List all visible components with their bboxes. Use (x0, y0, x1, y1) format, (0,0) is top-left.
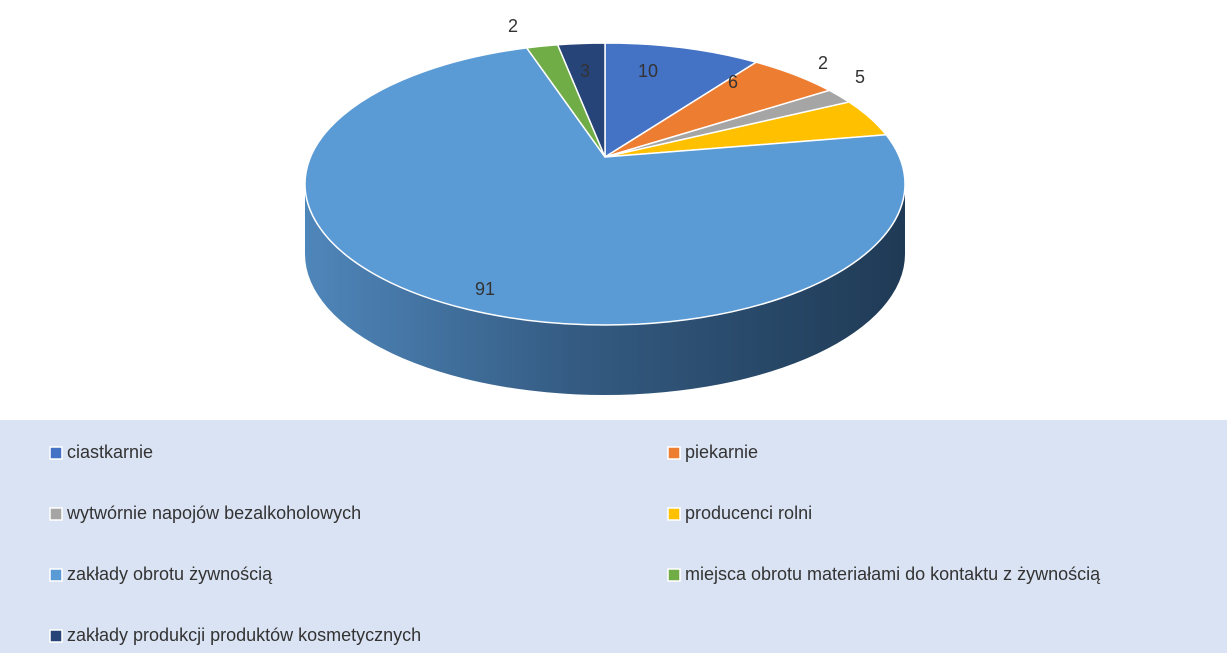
legend-label: zakłady obrotu żywnością (67, 564, 273, 584)
legend-swatch (49, 446, 63, 460)
data-label: 91 (475, 279, 495, 299)
legend-swatch (667, 507, 681, 521)
pie-slice (556, 42, 606, 158)
legend-swatch (667, 446, 681, 460)
data-label: 2 (818, 53, 828, 73)
pie-slice (304, 47, 906, 326)
data-label: 3 (580, 61, 590, 81)
legend-label: piekarnie (685, 442, 758, 462)
pie-side (305, 184, 905, 395)
legend-swatch (667, 568, 681, 582)
legend-label: ciastkarnie (67, 442, 153, 462)
data-label: 2 (508, 16, 518, 36)
data-label: 6 (728, 72, 738, 92)
legend-swatch (49, 629, 63, 643)
data-label: 10 (638, 61, 658, 81)
data-label: 5 (855, 67, 865, 87)
legend-background (0, 420, 1227, 653)
legend-label: zakłady produkcji produktów kosmetycznyc… (67, 625, 421, 645)
legend-swatch (49, 568, 63, 582)
legend-swatch (49, 507, 63, 521)
legend-label: miejsca obrotu materiałami do kontaktu z… (685, 564, 1101, 584)
legend-label: producenci rolni (685, 503, 812, 523)
pie-slice (604, 42, 758, 159)
legend-label: wytwórnie napojów bezalkoholowych (66, 503, 361, 523)
